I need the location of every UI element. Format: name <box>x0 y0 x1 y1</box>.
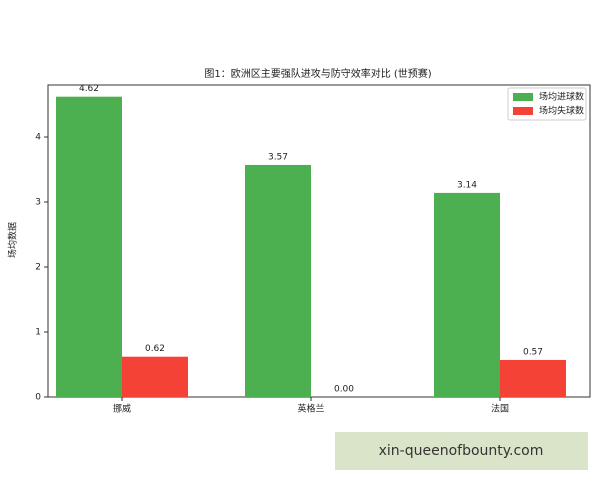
value-label: 0.62 <box>145 344 165 354</box>
value-label: 0.57 <box>523 347 543 357</box>
watermark: xin-queenofbounty.com <box>379 443 544 459</box>
legend-label: 场均进球数 <box>539 91 584 103</box>
value-label: 0.00 <box>334 385 354 395</box>
watermark-box <box>335 432 588 470</box>
value-label: 3.14 <box>457 180 477 190</box>
y-tick-label: 3 <box>35 198 41 208</box>
bar <box>122 356 188 397</box>
y-tick-label: 2 <box>35 263 41 273</box>
x-tick-label: 挪威 <box>113 403 131 415</box>
legend-label: 场均失球数 <box>539 105 584 117</box>
y-tick-label: 0 <box>35 393 41 403</box>
bar <box>434 192 500 397</box>
chart-title: 图1：欧洲区主要强队进攻与防守效率对比 (世预赛) <box>204 67 431 80</box>
x-tick-label: 法国 <box>491 403 509 415</box>
bar <box>56 96 122 397</box>
value-label: 4.62 <box>79 84 99 94</box>
y-tick-label: 4 <box>35 133 41 143</box>
y-tick-label: 1 <box>35 328 41 338</box>
value-label: 3.57 <box>268 152 288 162</box>
y-axis-label: 场均数据 <box>7 222 19 258</box>
bar <box>500 359 566 397</box>
x-tick-label: 英格兰 <box>297 403 324 415</box>
plot-frame <box>47 84 591 398</box>
legend-swatch <box>513 93 533 101</box>
bar <box>245 164 311 397</box>
legend-swatch <box>513 107 533 115</box>
